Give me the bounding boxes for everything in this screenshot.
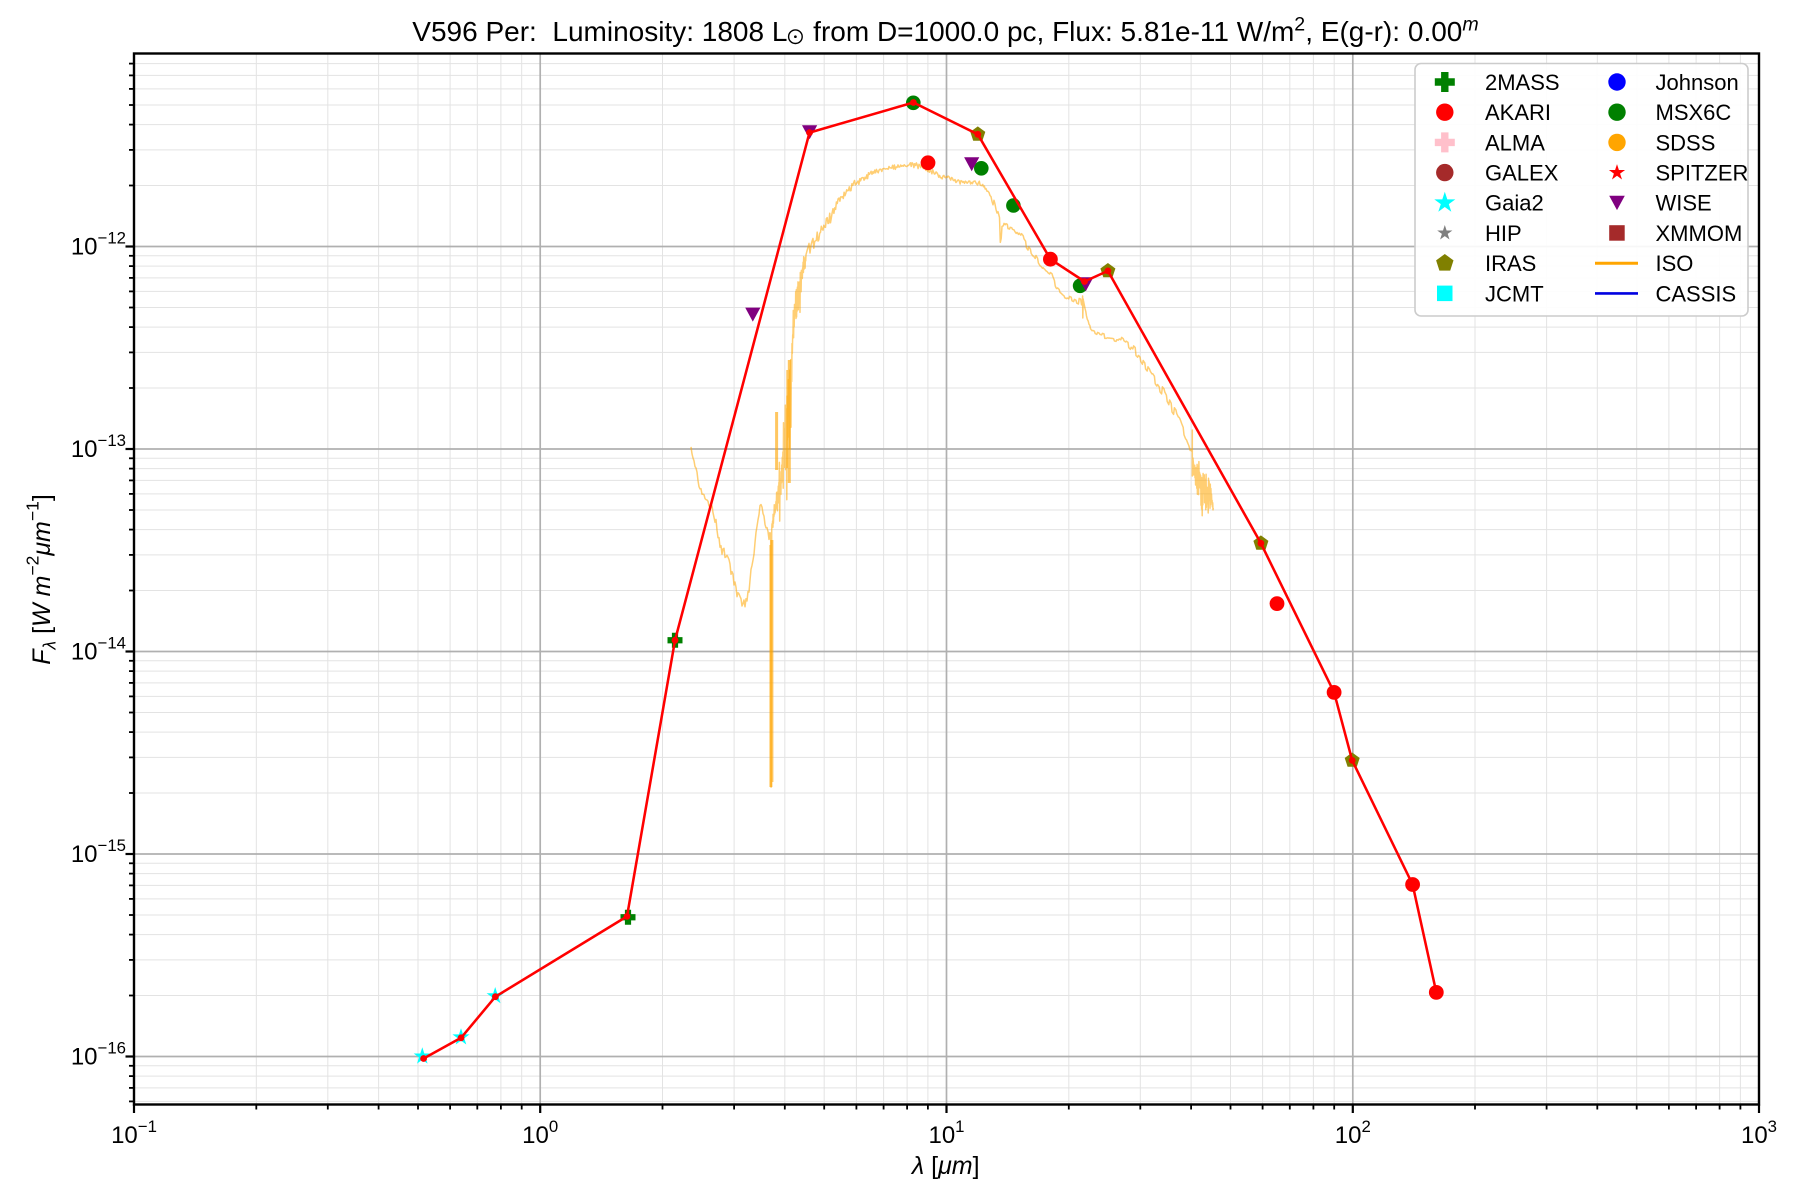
svg-text:HIP: HIP — [1485, 221, 1522, 246]
svg-text:IRAS: IRAS — [1485, 251, 1536, 276]
svg-text:MSX6C: MSX6C — [1656, 100, 1732, 125]
svg-text:JCMT: JCMT — [1485, 281, 1544, 306]
svg-text:GALEX: GALEX — [1485, 161, 1559, 186]
svg-text:Johnson: Johnson — [1656, 70, 1739, 95]
svg-text:CASSIS: CASSIS — [1656, 281, 1737, 306]
svg-text:V596 Per: Luminosity: 1808 L: V596 Per: Luminosity: 1808 L — [412, 16, 787, 47]
svg-text:AKARI: AKARI — [1485, 100, 1551, 125]
svg-text:Fλ [W m−2μm−1]: Fλ [W m−2μm−1] — [23, 494, 60, 665]
svg-text:SPITZER: SPITZER — [1656, 161, 1749, 186]
svg-text:ISO: ISO — [1656, 251, 1694, 276]
svg-text:λ [μm]: λ [μm] — [910, 1152, 980, 1180]
svg-text:from D=1000.0 pc, Flux: 5.81e-: from D=1000.0 pc, Flux: 5.81e-11 W/m2, E… — [805, 14, 1478, 48]
svg-text:SDSS: SDSS — [1656, 130, 1716, 155]
svg-text:XMMOM: XMMOM — [1656, 221, 1743, 246]
svg-text:Gaia2: Gaia2 — [1485, 191, 1544, 216]
svg-text:ALMA: ALMA — [1485, 130, 1545, 155]
svg-text:2MASS: 2MASS — [1485, 70, 1560, 95]
svg-text:WISE: WISE — [1656, 191, 1712, 216]
